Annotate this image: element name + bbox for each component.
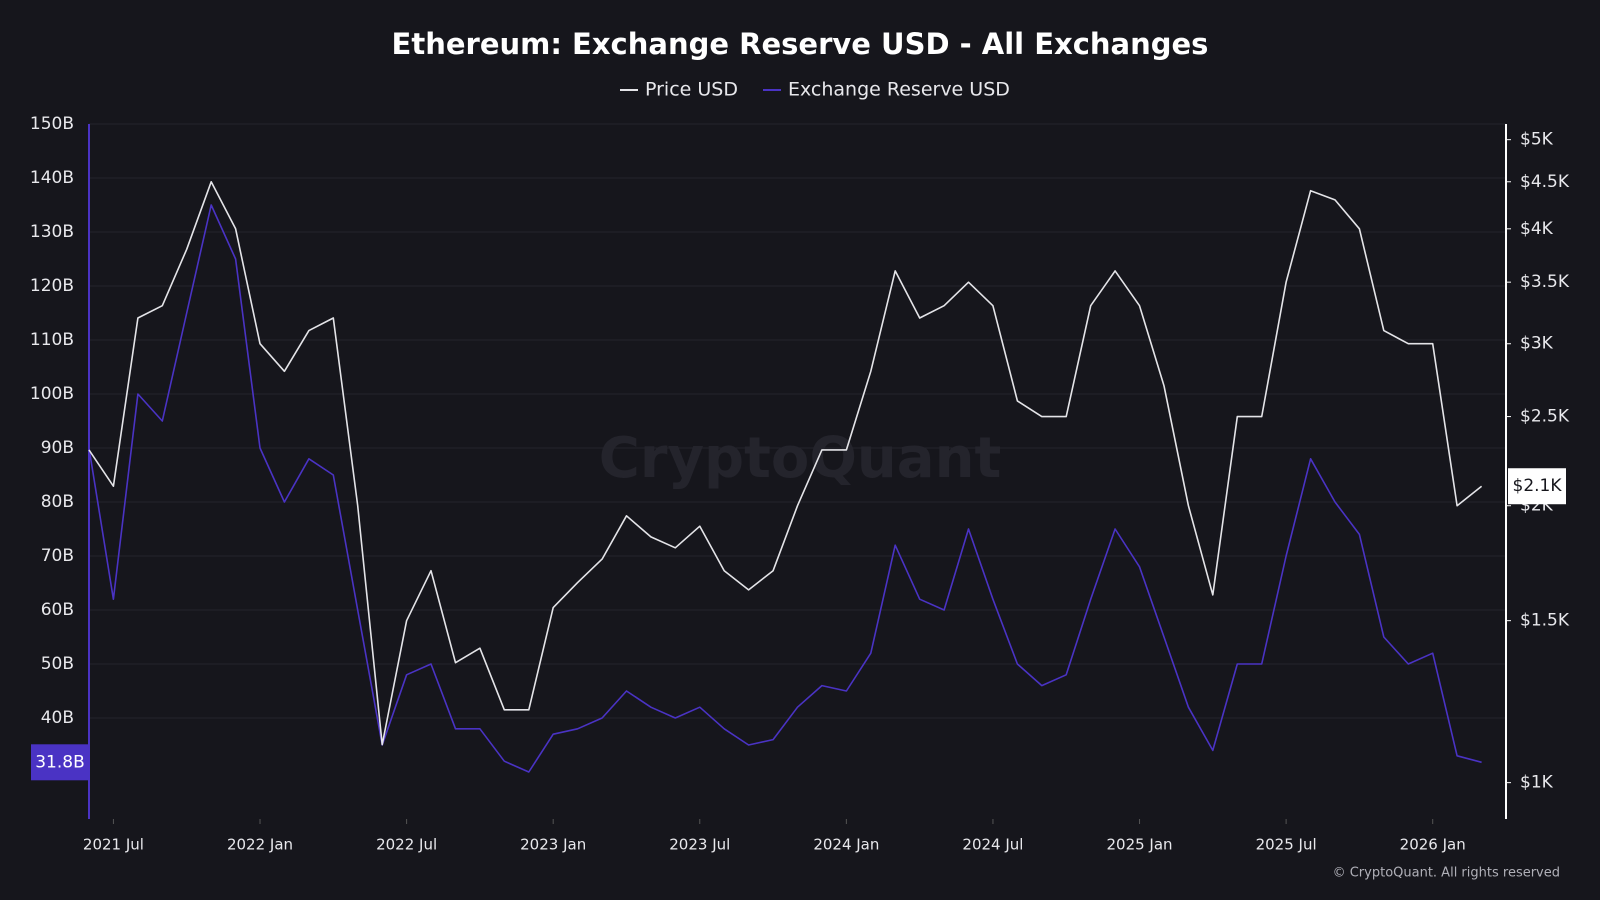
y-tick-label: 150B bbox=[30, 114, 74, 134]
y-tick-label: 140B bbox=[30, 168, 74, 188]
y-tick-label: 40B bbox=[41, 708, 74, 728]
x-tick-label: 2024 Jan bbox=[813, 836, 879, 854]
x-tick-label: 2025 Jan bbox=[1106, 836, 1172, 854]
line bbox=[88, 181, 1483, 746]
x-tick-label: 2026 Jan bbox=[1400, 836, 1466, 854]
value-badge bbox=[31, 744, 89, 781]
watermark: CryptoQuant bbox=[599, 426, 1001, 491]
x-tick-label: 2023 Jan bbox=[520, 836, 586, 854]
y-tick-label: 80B bbox=[41, 492, 74, 512]
y2-tick-label: $5K bbox=[1520, 130, 1554, 150]
value-badge-label: 31.8B bbox=[35, 752, 85, 772]
legend-label: Price USD bbox=[645, 79, 738, 101]
y-tick-label: 110B bbox=[30, 330, 74, 350]
value-badge bbox=[1508, 468, 1566, 505]
y2-tick-label: $1K bbox=[1520, 773, 1554, 793]
copyright: © CryptoQuant. All rights reserved bbox=[1333, 866, 1560, 881]
y2-tick-label: $1.5K bbox=[1520, 611, 1570, 631]
y2-tick-label: $4K bbox=[1520, 219, 1554, 239]
x-tick-label: 2025 Jul bbox=[1256, 836, 1317, 854]
x-tick-label: 2022 Jan bbox=[227, 836, 293, 854]
y-tick-label: 90B bbox=[41, 438, 74, 458]
x-tick-label: 2021 Jul bbox=[83, 836, 144, 854]
legend-label: Exchange Reserve USD bbox=[788, 79, 1010, 101]
y2-tick-label: $4.5K bbox=[1520, 172, 1570, 192]
y-tick-label: 50B bbox=[41, 654, 74, 674]
y-tick-label: 60B bbox=[41, 600, 74, 620]
y-tick-label: 130B bbox=[30, 222, 74, 242]
y2-tick-label: $3K bbox=[1520, 334, 1554, 354]
value-badge-label: $2.1K bbox=[1513, 476, 1563, 496]
y2-tick-label: $3.5K bbox=[1520, 272, 1570, 292]
chart-title: Ethereum: Exchange Reserve USD - All Exc… bbox=[392, 27, 1209, 61]
x-tick-label: 2023 Jul bbox=[669, 836, 730, 854]
y-tick-label: 100B bbox=[30, 384, 74, 404]
line bbox=[88, 204, 1482, 773]
x-tick-label: 2022 Jul bbox=[376, 836, 437, 854]
y2-tick-label: $2.5K bbox=[1520, 407, 1570, 427]
x-tick-label: 2024 Jul bbox=[962, 836, 1023, 854]
y-tick-label: 70B bbox=[41, 546, 74, 566]
y-tick-label: 120B bbox=[30, 276, 74, 296]
